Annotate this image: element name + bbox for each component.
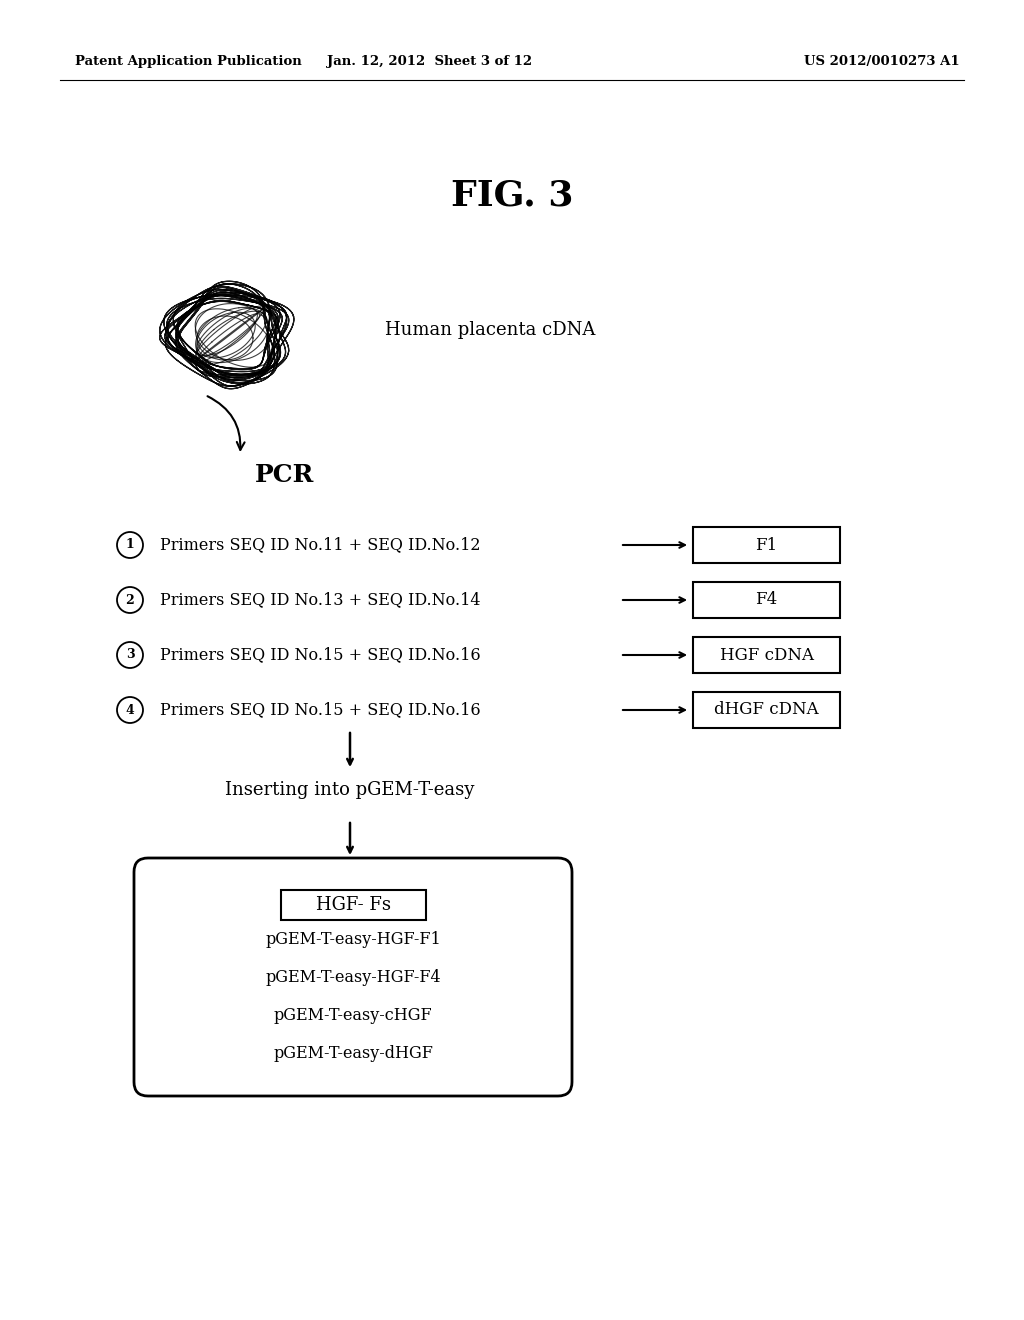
Text: Patent Application Publication: Patent Application Publication — [75, 55, 302, 69]
Text: pGEM-T-easy-HGF-F1: pGEM-T-easy-HGF-F1 — [265, 932, 441, 949]
FancyArrowPatch shape — [208, 396, 245, 450]
FancyBboxPatch shape — [693, 692, 840, 729]
Text: 3: 3 — [126, 648, 134, 661]
Text: 4: 4 — [126, 704, 134, 717]
Text: dHGF cDNA: dHGF cDNA — [714, 701, 819, 718]
Text: 2: 2 — [126, 594, 134, 606]
Text: pGEM-T-easy-cHGF: pGEM-T-easy-cHGF — [273, 1007, 432, 1024]
Text: pGEM-T-easy-HGF-F4: pGEM-T-easy-HGF-F4 — [265, 969, 440, 986]
FancyBboxPatch shape — [693, 527, 840, 564]
Text: F4: F4 — [756, 591, 777, 609]
FancyBboxPatch shape — [281, 890, 426, 920]
Text: Primers SEQ ID No.15 + SEQ ID.No.16: Primers SEQ ID No.15 + SEQ ID.No.16 — [160, 701, 480, 718]
FancyBboxPatch shape — [134, 858, 572, 1096]
Text: Inserting into pGEM-T-easy: Inserting into pGEM-T-easy — [225, 781, 475, 799]
Text: Jan. 12, 2012  Sheet 3 of 12: Jan. 12, 2012 Sheet 3 of 12 — [328, 55, 532, 69]
Text: Primers SEQ ID No.13 + SEQ ID.No.14: Primers SEQ ID No.13 + SEQ ID.No.14 — [160, 591, 480, 609]
Text: US 2012/0010273 A1: US 2012/0010273 A1 — [805, 55, 961, 69]
FancyBboxPatch shape — [693, 638, 840, 673]
Text: F1: F1 — [756, 536, 777, 553]
Text: FIG. 3: FIG. 3 — [451, 178, 573, 213]
Text: pGEM-T-easy-dHGF: pGEM-T-easy-dHGF — [273, 1045, 433, 1063]
Text: Primers SEQ ID No.15 + SEQ ID.No.16: Primers SEQ ID No.15 + SEQ ID.No.16 — [160, 647, 480, 664]
Text: PCR: PCR — [255, 463, 314, 487]
Text: Primers SEQ ID No.11 + SEQ ID.No.12: Primers SEQ ID No.11 + SEQ ID.No.12 — [160, 536, 480, 553]
Text: HGF- Fs: HGF- Fs — [315, 896, 390, 913]
Text: Human placenta cDNA: Human placenta cDNA — [385, 321, 595, 339]
FancyBboxPatch shape — [693, 582, 840, 618]
Text: HGF cDNA: HGF cDNA — [720, 647, 813, 664]
Text: 1: 1 — [126, 539, 134, 552]
